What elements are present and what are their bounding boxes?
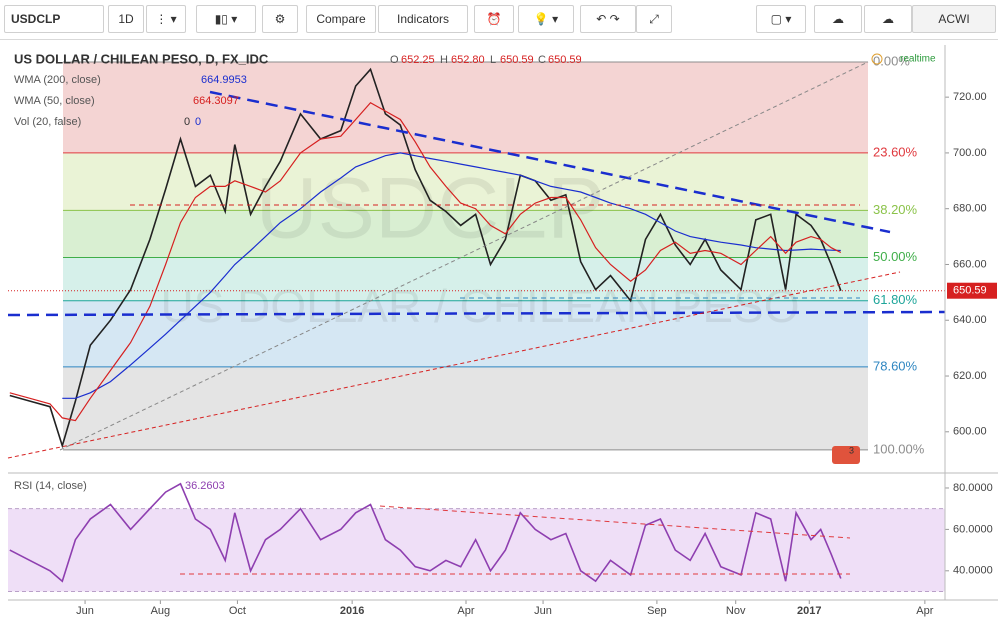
fib-label: 100.00% [873, 441, 925, 456]
ohlc-value: 650.59 [500, 54, 534, 66]
y-tick-label: 680.00 [953, 203, 987, 215]
compare-button[interactable]: Compare [306, 5, 376, 33]
trend-line [7, 271, 901, 459]
y-tick-label: 80.0000 [953, 482, 993, 494]
fib-band [63, 257, 868, 301]
x-tick-label: Apr [916, 605, 933, 617]
symbol-button[interactable]: USDCLP [4, 5, 104, 33]
fullscreen-button[interactable]: ⤢ [636, 5, 672, 33]
indicators-button[interactable]: Indicators [378, 5, 468, 33]
x-tick-label: Apr [457, 605, 474, 617]
interval-menu[interactable]: ⋮ ▾ [146, 5, 186, 33]
fib-label: 78.60% [873, 358, 918, 373]
trend-line [59, 61, 869, 451]
y-tick-label: 660.00 [953, 258, 987, 270]
rsi-band [8, 508, 945, 592]
watermark-sub: US DOLLAR / CHILEAN PESO [160, 280, 799, 332]
y-tick-label: 60.0000 [953, 523, 993, 535]
fib-label: 61.80% [873, 292, 918, 307]
event-count: 3 [849, 445, 854, 455]
chart-title: US DOLLAR / CHILEAN PESO, D, FX_IDC [14, 51, 269, 66]
rsi-trend-line [379, 505, 851, 539]
watermark: USDCLP [256, 161, 605, 257]
cloud-load[interactable]: ☁ [814, 5, 862, 33]
settings-button[interactable]: ⚙ [262, 5, 298, 33]
watchlist-button[interactable]: ACWI [912, 5, 996, 33]
legend-entry: WMA (50, close) [14, 95, 95, 107]
fib-label: 23.60% [873, 144, 918, 159]
x-tick-label: Sep [647, 605, 667, 617]
legend-value: 0 [195, 116, 201, 128]
x-tick-label: 2017 [797, 605, 821, 617]
y-tick-label: 640.00 [953, 314, 987, 326]
x-tick-label: 2016 [340, 605, 364, 617]
last-price-label: 650.59 [953, 285, 987, 297]
y-tick-label: 700.00 [953, 147, 987, 159]
layout-button[interactable]: ▢ ▾ [756, 5, 806, 33]
ohlc-value: 650.59 [548, 54, 582, 66]
realtime-icon [871, 53, 883, 65]
legend-value: 664.9953 [201, 74, 247, 86]
chart: USDCLP US DOLLAR / CHILEAN PESO 0.00% 23.… [0, 40, 998, 621]
ohlc-value: 652.80 [451, 54, 485, 66]
legend-value: 664.3097 [193, 95, 239, 107]
fib-band [63, 62, 868, 153]
ideas-button[interactable]: 💡 ▾ [518, 5, 574, 33]
ohlc-key: H [440, 54, 448, 66]
series-line [9, 482, 842, 583]
y-tick-label: 600.00 [953, 426, 987, 438]
last-price-tag [947, 282, 997, 299]
ohlc-key: O [390, 54, 399, 66]
ohlc-key: L [490, 54, 496, 66]
y-tick-label: 40.0000 [953, 565, 993, 577]
series-line [62, 152, 841, 399]
event-badge[interactable] [832, 446, 860, 464]
trend-line [209, 90, 891, 234]
x-tick-label: Jun [534, 605, 552, 617]
x-tick-label: Aug [151, 605, 171, 617]
realtime-label: realtime [900, 54, 936, 65]
cloud-save[interactable]: ☁ [864, 5, 912, 33]
series-line [9, 101, 842, 422]
alert-button[interactable]: ⏰ [474, 5, 514, 33]
rsi-value: 36.2603 [185, 480, 225, 492]
x-tick-label: Jun [76, 605, 94, 617]
fib-band [63, 366, 868, 450]
series-line [9, 67, 842, 449]
interval-button[interactable]: 1D [108, 5, 144, 33]
chart-style-button[interactable]: ▮▯ ▾ [196, 5, 256, 33]
legend-entry: Vol (20, false) [14, 116, 81, 128]
x-tick-label: Nov [726, 605, 746, 617]
ohlc-value: 652.25 [401, 54, 435, 66]
undo-redo[interactable]: ↶ ↷ [580, 5, 636, 33]
x-tick-label: Oct [229, 605, 246, 617]
ohlc-key: C [538, 54, 546, 66]
legend-value: 0 [184, 116, 190, 128]
rsi-title: RSI (14, close) [14, 480, 87, 492]
support-line [7, 310, 946, 317]
fib-label: 50.00% [873, 249, 918, 264]
y-tick-label: 720.00 [953, 91, 987, 103]
toolbar: USDCLP 1D ⋮ ▾ ▮▯ ▾ ⚙ Compare Indicators … [0, 0, 998, 40]
fib-label: 0.00% [873, 53, 910, 68]
fib-band [63, 210, 868, 258]
fib-label: 38.20% [873, 202, 918, 217]
y-tick-label: 620.00 [953, 370, 987, 382]
legend-entry: WMA (200, close) [14, 74, 101, 86]
